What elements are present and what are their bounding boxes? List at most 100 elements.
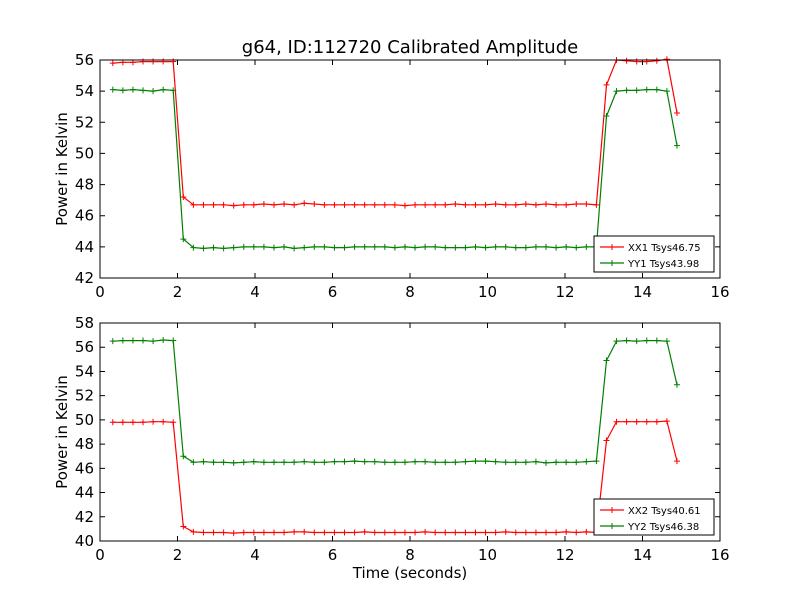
data-point [653, 337, 660, 344]
data-point [150, 418, 157, 425]
data-point [361, 528, 368, 535]
data-point [422, 458, 429, 465]
data-point [311, 201, 318, 208]
data-point [623, 337, 630, 344]
data-point [371, 243, 378, 250]
data-point [129, 419, 136, 426]
data-point [673, 142, 680, 149]
data-point [663, 56, 670, 63]
data-point [270, 201, 277, 208]
y-tick-label: 42 [75, 269, 94, 287]
series-1 [109, 56, 680, 209]
data-point [603, 113, 610, 120]
data-point [281, 459, 288, 466]
y-tick-label: 48 [75, 435, 94, 453]
data-point [663, 338, 670, 345]
data-point [331, 244, 338, 251]
data-point [170, 419, 177, 426]
data-point [603, 357, 610, 364]
data-point [401, 459, 408, 466]
data-point [341, 529, 348, 536]
data-point [573, 459, 580, 466]
data-point [190, 528, 197, 535]
data-point [109, 60, 116, 67]
legend-entry: XX2 Tsys40.61 [600, 506, 701, 517]
data-point [532, 243, 539, 250]
data-point [653, 418, 660, 425]
data-point [190, 244, 197, 251]
data-point [210, 459, 217, 466]
data-point [351, 201, 358, 208]
data-point [180, 194, 187, 201]
x-tick-label: 12 [555, 283, 574, 301]
data-point [140, 87, 147, 94]
data-point [412, 244, 419, 251]
data-point [341, 458, 348, 465]
data-point [210, 201, 217, 208]
data-point [170, 337, 177, 344]
data-point [301, 200, 308, 207]
data-point [109, 86, 116, 93]
x-tick-label: 16 [710, 546, 729, 564]
data-point [482, 201, 489, 208]
data-point [452, 529, 459, 536]
x-tick-label: 14 [633, 283, 652, 301]
data-point [512, 201, 519, 208]
data-point [432, 529, 439, 536]
data-point [573, 529, 580, 536]
data-point [401, 243, 408, 250]
x-tick-label: 6 [328, 283, 338, 301]
data-point [119, 337, 126, 344]
data-point [321, 201, 328, 208]
y-tick-label: 54 [75, 82, 94, 100]
data-point [311, 529, 318, 536]
data-point [331, 458, 338, 465]
data-point [230, 530, 237, 537]
data-point [442, 529, 449, 536]
data-point [643, 418, 650, 425]
data-point [442, 201, 449, 208]
x-tick-label: 14 [633, 546, 652, 564]
x-tick-label: 16 [710, 283, 729, 301]
data-point [492, 243, 499, 250]
data-point [442, 459, 449, 466]
data-point [351, 458, 358, 465]
data-point [361, 458, 368, 465]
data-point [543, 243, 550, 250]
data-point [623, 418, 630, 425]
data-point [482, 244, 489, 251]
series-2 [109, 336, 680, 466]
data-point [200, 245, 207, 252]
data-point [260, 201, 267, 208]
data-point [190, 201, 197, 208]
chart-title: g64, ID:112720 Calibrated Amplitude [242, 37, 578, 58]
x-tick-label: 12 [555, 546, 574, 564]
data-point [653, 57, 660, 64]
data-point [200, 201, 207, 208]
y-tick-label: 42 [75, 508, 94, 526]
data-point [543, 529, 550, 536]
data-point [391, 459, 398, 466]
data-point [643, 337, 650, 344]
y-tick-label: 52 [75, 387, 94, 405]
data-point [502, 243, 509, 250]
x-axis-label: Time (seconds) [352, 564, 468, 582]
data-point [553, 244, 560, 251]
y-tick-label: 56 [75, 338, 94, 356]
data-point [200, 458, 207, 465]
legend-marker [609, 260, 615, 266]
data-point [109, 338, 116, 345]
series-2 [109, 86, 680, 252]
data-point [512, 529, 519, 536]
data-point [250, 458, 257, 465]
data-point [270, 244, 277, 251]
x-tick-label: 10 [478, 283, 497, 301]
data-point [462, 529, 469, 536]
y-tick-label: 54 [75, 362, 94, 380]
data-point [210, 529, 217, 536]
data-point [482, 458, 489, 465]
y-tick-label: 58 [75, 314, 94, 332]
x-tick-label: 4 [250, 283, 260, 301]
data-point [391, 244, 398, 251]
